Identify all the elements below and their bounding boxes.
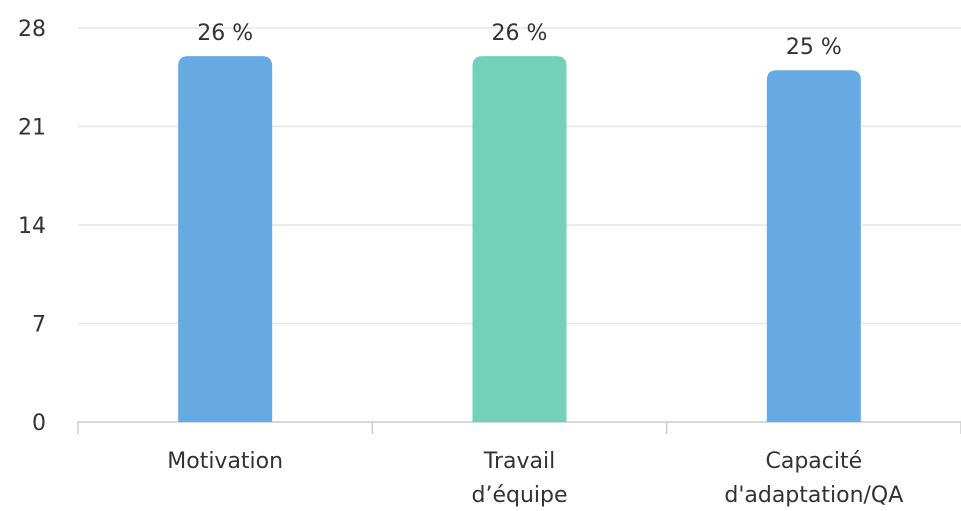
data-label: 26 %	[492, 21, 548, 46]
category-labels: Motivation Travail d’équipe Capacité d'adapt…	[167, 449, 903, 508]
bar	[178, 56, 273, 423]
category-label: d’équipe	[471, 483, 567, 508]
y-tick-label: 7	[32, 313, 46, 338]
bar	[472, 56, 567, 423]
category-label: Motivation	[167, 449, 283, 474]
data-labels: 26 % 26 % 25 %	[197, 21, 842, 60]
data-label: 25 %	[786, 35, 842, 60]
y-tick-label: 0	[32, 411, 46, 436]
x-axis	[77, 421, 961, 434]
category-label: Travail	[483, 449, 555, 474]
bars	[178, 56, 861, 423]
y-tick-label: 28	[18, 17, 46, 42]
category-label: d'adaptation/QA	[724, 483, 903, 508]
y-tick-label: 14	[18, 214, 46, 239]
category-label: Capacité	[765, 449, 862, 474]
bar	[766, 70, 861, 422]
y-axis-ticks: 0 7 14 21 28	[18, 17, 46, 436]
y-tick-label: 21	[18, 116, 46, 141]
data-label: 26 %	[197, 21, 253, 46]
